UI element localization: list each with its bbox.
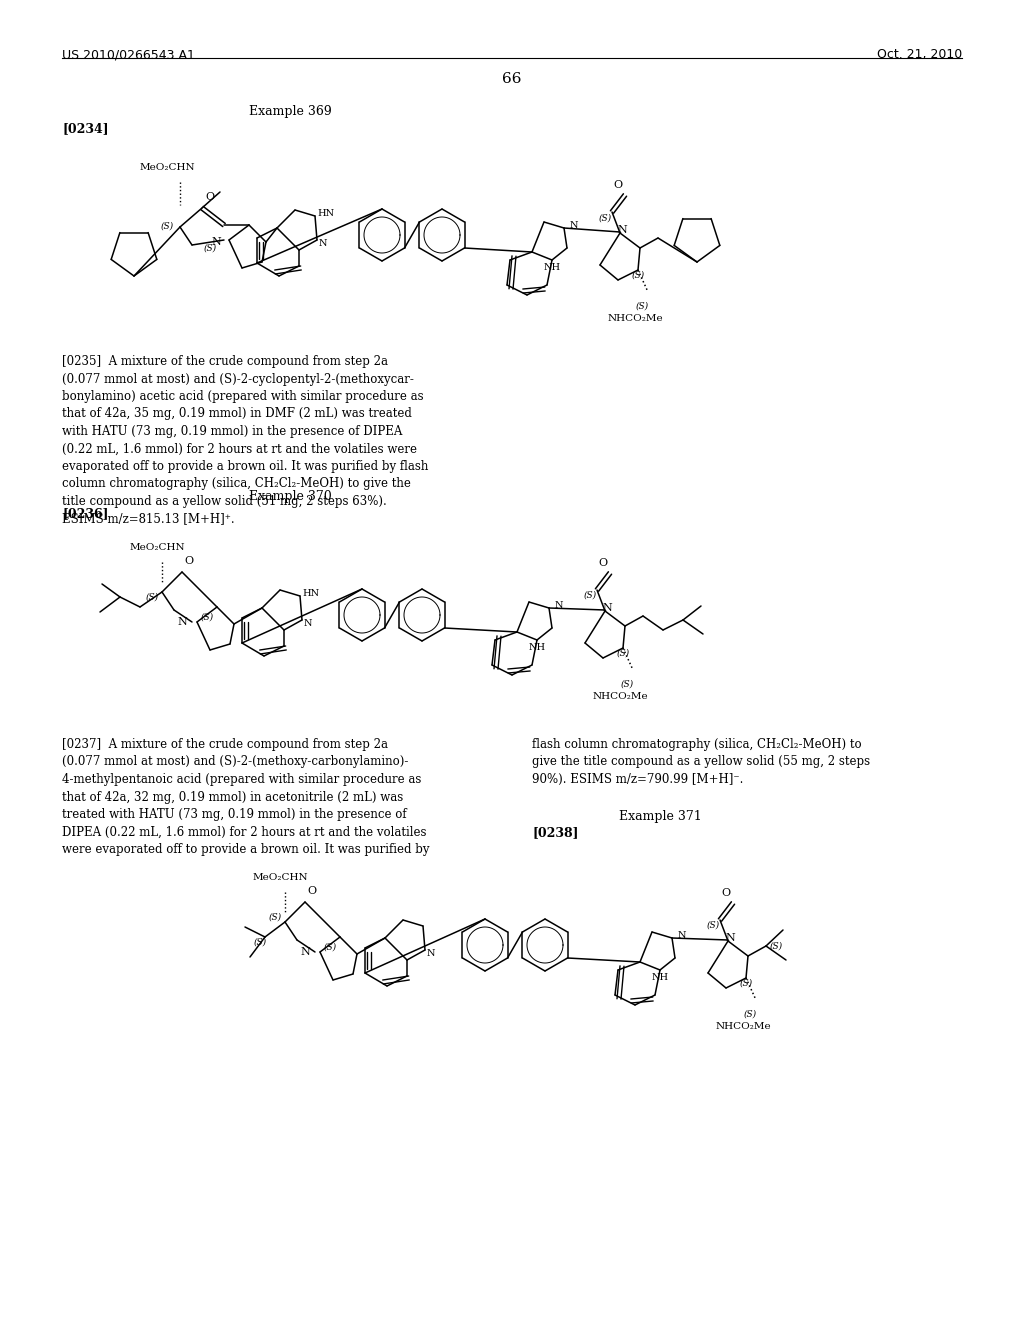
Text: (S): (S) — [324, 942, 337, 952]
Text: (S): (S) — [268, 912, 282, 921]
Text: (S): (S) — [616, 648, 630, 657]
Text: NH: NH — [651, 973, 669, 982]
Text: N: N — [211, 238, 221, 247]
Text: NHCO₂Me: NHCO₂Me — [592, 692, 648, 701]
Text: N: N — [427, 949, 435, 957]
Text: O: O — [184, 556, 194, 566]
Text: (S): (S) — [743, 1010, 757, 1019]
Text: NHCO₂Me: NHCO₂Me — [607, 314, 663, 323]
Text: (S): (S) — [145, 593, 159, 602]
Text: O: O — [307, 886, 316, 896]
Text: O: O — [598, 558, 607, 568]
Text: N: N — [555, 601, 563, 610]
Text: N: N — [304, 619, 312, 627]
Text: (S): (S) — [204, 243, 216, 252]
Text: (S): (S) — [632, 271, 644, 280]
Text: Example 369: Example 369 — [249, 106, 332, 117]
Text: NHCO₂Me: NHCO₂Me — [715, 1022, 771, 1031]
Text: HN: HN — [302, 589, 319, 598]
Text: N: N — [617, 224, 627, 235]
Text: N: N — [678, 931, 686, 940]
Text: MeO₂CHN: MeO₂CHN — [130, 543, 185, 552]
Text: (S): (S) — [201, 612, 214, 622]
Text: O: O — [613, 180, 623, 190]
Text: [0234]: [0234] — [62, 121, 109, 135]
Text: (S): (S) — [707, 920, 720, 929]
Text: NH: NH — [544, 263, 560, 272]
Text: Example 371: Example 371 — [618, 810, 701, 822]
Text: [0238]: [0238] — [532, 826, 579, 840]
Text: N: N — [300, 946, 310, 957]
Text: O: O — [722, 888, 730, 898]
Text: N: N — [319, 239, 328, 248]
Text: [0235]  A mixture of the crude compound from step 2a
(0.077 mmol at most) and (S: [0235] A mixture of the crude compound f… — [62, 355, 428, 525]
Text: N: N — [177, 616, 187, 627]
Text: N: N — [570, 220, 579, 230]
Text: MeO₂CHN: MeO₂CHN — [253, 873, 308, 882]
Text: (S): (S) — [739, 978, 753, 987]
Text: US 2010/0266543 A1: US 2010/0266543 A1 — [62, 48, 195, 61]
Text: (S): (S) — [598, 214, 611, 223]
Text: O: O — [206, 191, 215, 202]
Text: [0236]: [0236] — [62, 507, 109, 520]
Text: Oct. 21, 2010: Oct. 21, 2010 — [877, 48, 962, 61]
Text: (S): (S) — [770, 941, 783, 950]
Text: Example 370: Example 370 — [249, 490, 332, 503]
Text: [0237]  A mixture of the crude compound from step 2a
(0.077 mmol at most) and (S: [0237] A mixture of the crude compound f… — [62, 738, 429, 855]
Text: (S): (S) — [161, 222, 173, 231]
Text: (S): (S) — [584, 590, 597, 599]
Text: MeO₂CHN: MeO₂CHN — [140, 162, 196, 172]
Text: NH: NH — [528, 643, 546, 652]
Text: N: N — [602, 603, 612, 612]
Text: flash column chromatography (silica, CH₂Cl₂-MeOH) to
give the title compound as : flash column chromatography (silica, CH₂… — [532, 738, 870, 785]
Text: (S): (S) — [253, 937, 266, 946]
Text: 66: 66 — [502, 73, 522, 86]
Text: HN: HN — [317, 209, 334, 218]
Text: N: N — [725, 933, 735, 942]
Text: (S): (S) — [621, 680, 634, 689]
Text: (S): (S) — [636, 302, 648, 312]
